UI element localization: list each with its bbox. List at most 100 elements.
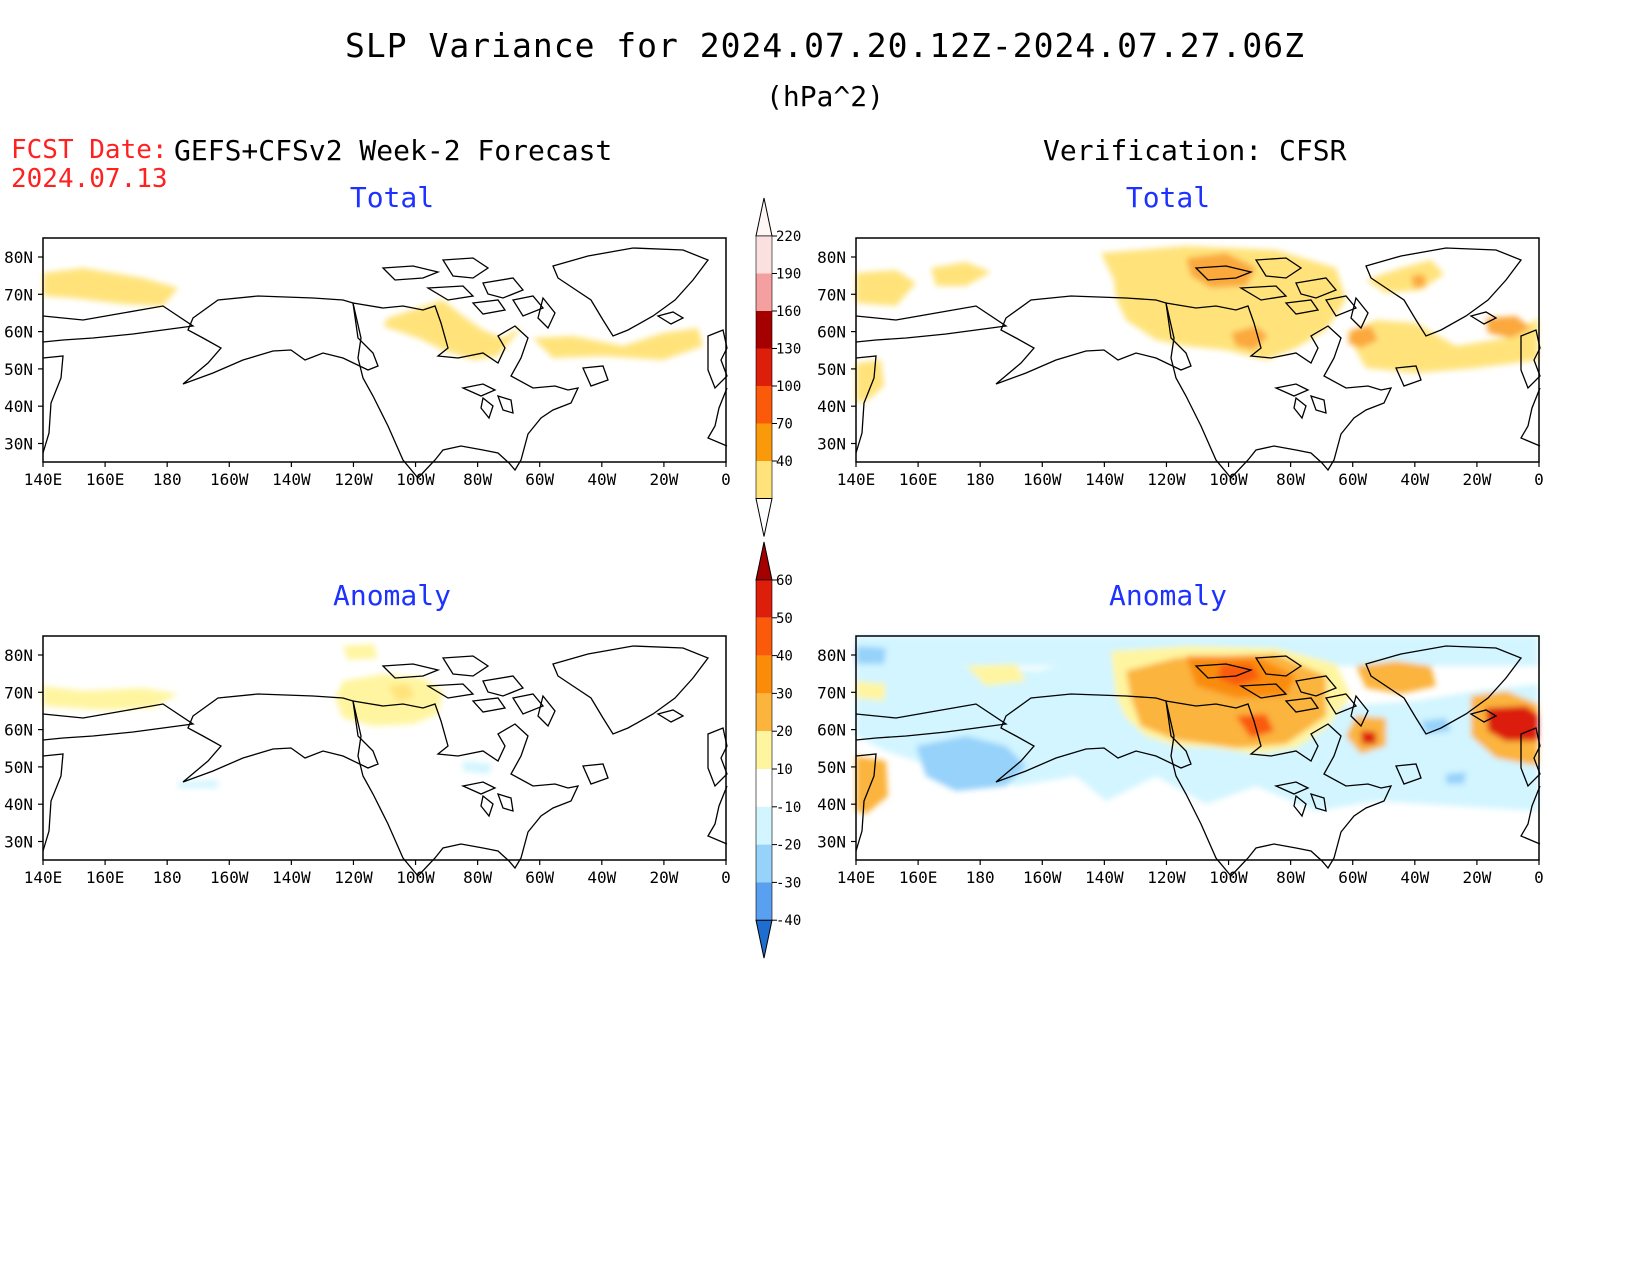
lon-label-bottom-left: 60W (525, 868, 554, 887)
lon-label-top-left: 60W (525, 470, 554, 489)
total-colorbar-label: 70 (776, 417, 793, 433)
anom-colorbar-label: 30 (776, 686, 793, 702)
panel-title-top-left: Total (349, 181, 435, 214)
verif-total-field (856, 246, 1538, 403)
fcst-anom-field (43, 644, 493, 788)
lon-label-top-left: 40W (587, 470, 616, 489)
lat-label-bottom-right: 40N (817, 795, 846, 814)
lat-label-top-right: 60N (817, 323, 846, 342)
anom-colorbar-label: -10 (776, 800, 801, 816)
lat-label-top-left: 60N (4, 323, 33, 342)
lat-label-top-left: 40N (4, 397, 33, 416)
fcst-date-block: FCST Date: 2024.07.13 (11, 136, 168, 194)
lon-label-top-right: 120W (1147, 470, 1186, 489)
anom-colorbar-segment (756, 580, 772, 618)
lon-label-bottom-right: 160E (899, 868, 938, 887)
lon-label-top-left: 160E (86, 470, 125, 489)
fcst-date-label: FCST Date: (11, 135, 168, 165)
panel-title-top-right: Total (1125, 181, 1211, 214)
anom-colorbar-label: 60 (776, 573, 793, 589)
lon-label-bottom-right: 140E (837, 868, 876, 887)
lon-label-bottom-left: 180 (153, 868, 182, 887)
lon-label-bottom-right: 180 (966, 868, 995, 887)
panel-frame-top-left (42, 237, 727, 463)
anom-colorbar-segment (756, 655, 772, 694)
anom-colorbar-segment (756, 882, 772, 921)
lon-label-top-left: 80W (463, 470, 492, 489)
lon-label-bottom-left: 140E (24, 868, 63, 887)
total-colorbar-label: 100 (776, 379, 801, 395)
anom-colorbar-label: -20 (776, 838, 801, 854)
verif-anom-field (856, 636, 1538, 814)
lat-label-top-left: 70N (4, 285, 33, 304)
lon-label-bottom-left: 100W (396, 868, 435, 887)
total-colorbar-segment (756, 348, 772, 386)
lat-label-top-left: 50N (4, 360, 33, 379)
anom-colorbar-bottom-arrow (755, 919, 773, 959)
lon-label-top-right: 180 (966, 470, 995, 489)
anom-colorbar-segment (756, 731, 772, 769)
anom-colorbar-segment (756, 844, 772, 883)
lat-label-top-right: 80N (817, 248, 846, 267)
total-colorbar-frame (755, 235, 773, 499)
lon-label-bottom-left: 0 (721, 868, 731, 887)
lon-label-top-left: 140E (24, 470, 63, 489)
total-colorbar-segment (756, 311, 772, 349)
anom-colorbar-frame (755, 579, 773, 921)
anom-colorbar-label: 40 (776, 649, 793, 665)
lon-label-top-left: 20W (649, 470, 678, 489)
lon-label-bottom-right: 140W (1085, 868, 1124, 887)
anom-colorbar-segment (756, 769, 772, 807)
lon-label-top-right: 140W (1085, 470, 1124, 489)
lat-label-bottom-left: 70N (4, 683, 33, 702)
lat-label-top-right: 40N (817, 397, 846, 416)
anom-colorbar-label: 10 (776, 762, 793, 778)
anom-colorbar-label: 20 (776, 724, 793, 740)
lon-label-top-right: 140E (837, 470, 876, 489)
lon-label-bottom-right: 160W (1023, 868, 1062, 887)
total-colorbar-top-arrow (755, 197, 773, 237)
fcst-total-field (43, 268, 703, 360)
lon-label-bottom-right: 100W (1209, 868, 1248, 887)
anom-colorbar-segment (756, 617, 772, 656)
lat-label-top-left: 30N (4, 435, 33, 454)
lon-label-bottom-left: 20W (649, 868, 678, 887)
lon-label-bottom-left: 40W (587, 868, 616, 887)
panel-title-bottom-left: Anomaly (332, 579, 451, 612)
total-colorbar-label: 40 (776, 454, 793, 470)
total-colorbar-label: 160 (776, 304, 801, 320)
panel-frame-bottom-right (855, 635, 1540, 861)
total-colorbar-segment (756, 461, 772, 499)
lat-label-bottom-left: 40N (4, 795, 33, 814)
lat-label-top-right: 70N (817, 285, 846, 304)
lon-label-bottom-left: 160W (210, 868, 249, 887)
lat-label-bottom-left: 80N (4, 646, 33, 665)
lon-label-top-right: 0 (1534, 470, 1544, 489)
lon-label-bottom-left: 160E (86, 868, 125, 887)
anom-colorbar-label: 50 (776, 611, 793, 627)
lon-label-top-left: 160W (210, 470, 249, 489)
total-colorbar-label: 220 (776, 229, 801, 245)
anom-colorbar-label: -40 (776, 913, 801, 929)
lon-label-top-right: 80W (1276, 470, 1305, 489)
lon-label-top-left: 100W (396, 470, 435, 489)
lat-label-top-left: 80N (4, 248, 33, 267)
total-colorbar-bottom-arrow (755, 498, 773, 537)
lon-label-top-right: 160W (1023, 470, 1062, 489)
anom-colorbar-segment (756, 693, 772, 732)
panel-title-bottom-right: Anomaly (1108, 579, 1227, 612)
lat-label-top-right: 50N (817, 360, 846, 379)
lon-label-top-right: 160E (899, 470, 938, 489)
total-colorbar-segment (756, 386, 772, 424)
verification-header: Verification: CFSR (1043, 134, 1347, 167)
total-colorbar-label: 190 (776, 267, 801, 283)
units-label: (hPa^2) (765, 80, 884, 113)
lon-label-top-right: 20W (1462, 470, 1491, 489)
total-colorbar-label: 130 (776, 342, 801, 358)
anom-colorbar-top-arrow (755, 541, 773, 581)
lat-label-bottom-left: 50N (4, 758, 33, 777)
lat-label-bottom-right: 30N (817, 833, 846, 852)
lat-label-bottom-right: 80N (817, 646, 846, 665)
lon-label-bottom-right: 120W (1147, 868, 1186, 887)
